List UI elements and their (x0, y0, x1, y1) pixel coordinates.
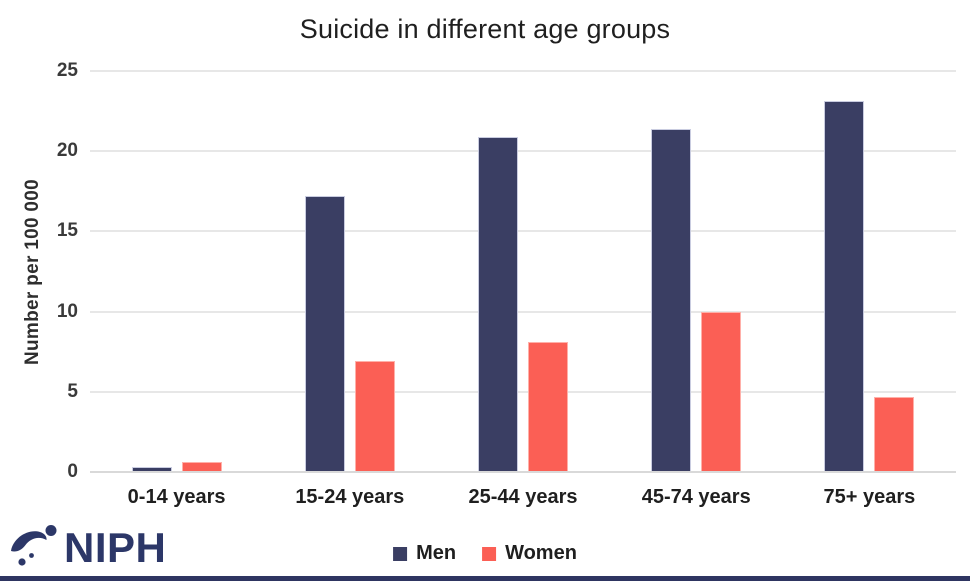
y-tick-label-15: 15 (56, 220, 78, 242)
bar-women-0-14-years (181, 462, 222, 472)
bar-group-25-44-years (436, 71, 609, 472)
x-axis-line (90, 471, 956, 473)
bar-women-75+-years (874, 396, 915, 472)
x-label-0-14-years: 0-14 years (127, 486, 226, 508)
gridline-5 (90, 390, 956, 393)
legend: Men Women (393, 542, 577, 565)
bar-men-45-74-years (651, 128, 692, 472)
niph-logo-text: NIPH (64, 524, 167, 571)
niph-logo: NIPH (8, 522, 166, 574)
legend-item-women: Women (482, 542, 577, 565)
y-tick-label-0: 0 (67, 461, 78, 482)
y-axis-tick-labels: 0 5 10 15 20 25 (0, 60, 78, 482)
x-label-45-74-years: 45-74 years (641, 486, 751, 508)
plot-area (90, 70, 956, 473)
bar-women-25-44-years (528, 342, 568, 472)
niph-logo-mark (11, 525, 57, 566)
legend-label-women: Women (505, 542, 577, 564)
legend-item-men: Men (393, 542, 456, 565)
y-tick-label-5: 5 (67, 380, 78, 402)
y-tick-label-10: 10 (56, 300, 78, 322)
chart-title: Suicide in different age groups (299, 14, 671, 44)
x-axis-category-labels: 0-14 years 15-24 years 25-44 years 45-74 ye… (90, 486, 956, 509)
legend-label-men: Men (416, 542, 457, 564)
bar-group-75+-years (783, 71, 956, 472)
bar-group-15-24-years (263, 71, 436, 472)
y-tick-label-20: 20 (56, 140, 78, 162)
legend-swatch-men (393, 546, 408, 561)
y-tick-label-25: 25 (56, 60, 78, 81)
bar-group-45-74-years (610, 71, 783, 472)
x-label-75+-years: 75+ years (823, 486, 916, 508)
bottom-accent-bar (0, 576, 970, 581)
bar-women-15-24-years (354, 361, 395, 472)
bar-men-0-14-years (131, 467, 172, 472)
bar-group-0-14-years (90, 71, 263, 472)
gridline-20 (90, 150, 956, 153)
legend-swatch-women (482, 546, 497, 561)
bar-series (90, 71, 956, 472)
bar-men-25-44-years (478, 136, 518, 472)
x-label-25-44-years: 25-44 years (468, 486, 578, 508)
bar-men-15-24-years (304, 196, 345, 472)
gridline-10 (90, 310, 956, 313)
x-label-15-24-years: 15-24 years (295, 486, 405, 508)
gridline-25 (90, 70, 956, 72)
bar-women-45-74-years (701, 311, 742, 472)
bar-men-75+-years (824, 101, 865, 472)
gridline-15 (90, 230, 956, 233)
